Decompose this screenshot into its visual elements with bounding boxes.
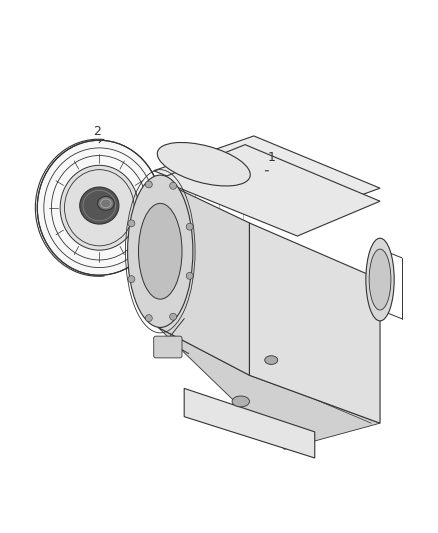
Circle shape [186, 272, 193, 279]
Text: 1: 1 [267, 151, 275, 164]
Polygon shape [158, 327, 380, 449]
Ellipse shape [366, 238, 394, 321]
Circle shape [128, 220, 135, 227]
Circle shape [170, 182, 177, 189]
Ellipse shape [157, 142, 250, 186]
Polygon shape [154, 136, 380, 223]
Circle shape [145, 314, 152, 321]
Polygon shape [184, 389, 315, 458]
Circle shape [128, 276, 135, 282]
Ellipse shape [138, 204, 182, 299]
Ellipse shape [127, 175, 193, 327]
Polygon shape [250, 223, 380, 423]
Circle shape [170, 313, 177, 320]
Polygon shape [158, 144, 380, 236]
Text: 2: 2 [93, 125, 101, 138]
Ellipse shape [265, 356, 278, 365]
Ellipse shape [37, 140, 161, 275]
Ellipse shape [80, 187, 119, 224]
Ellipse shape [369, 249, 391, 310]
Ellipse shape [98, 197, 114, 211]
Circle shape [186, 223, 193, 230]
Polygon shape [158, 180, 250, 375]
Circle shape [145, 181, 152, 188]
Ellipse shape [60, 165, 138, 250]
FancyBboxPatch shape [154, 336, 182, 358]
Ellipse shape [232, 396, 250, 407]
